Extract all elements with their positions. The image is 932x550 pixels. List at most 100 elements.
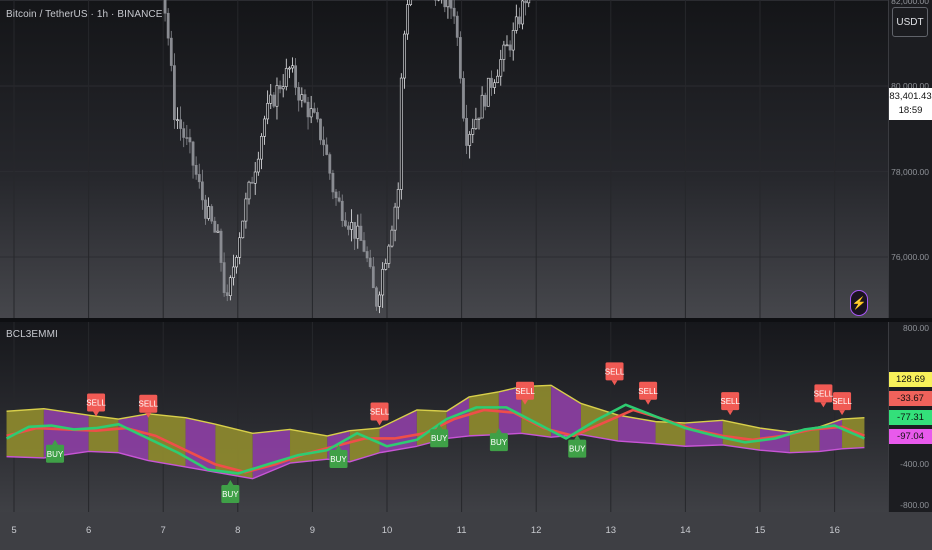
buy-signal[interactable]: BUY	[329, 444, 348, 468]
band-segment	[88, 415, 119, 453]
sell-signal[interactable]: SELL	[814, 384, 834, 408]
candle-body	[169, 37, 173, 66]
sell-signal[interactable]: SELL	[638, 381, 658, 405]
signal-pointer	[727, 410, 734, 416]
candle-body	[309, 108, 313, 118]
price-tick-label: 76,000.00	[891, 252, 929, 262]
band-segment	[551, 385, 581, 438]
sell-signal[interactable]: SELL	[515, 381, 535, 405]
signal-pointer	[820, 402, 827, 408]
buy-signal[interactable]: BUY	[221, 479, 240, 503]
candle-body	[406, 4, 409, 35]
current-price-label: 83,401.43 18:59	[889, 88, 932, 120]
band-segment	[819, 419, 843, 452]
candle-body	[508, 44, 512, 51]
buy-signal[interactable]: BUY	[430, 424, 449, 448]
signal-label: SELL	[814, 389, 834, 398]
candle-body	[490, 77, 493, 88]
price-chart-pane[interactable]: Bitcoin / TetherUS · 1h · BINANCE ⚡	[0, 0, 888, 318]
buy-signal[interactable]: BUY	[489, 428, 508, 452]
signal-pointer	[522, 399, 529, 405]
candle-body	[371, 266, 375, 289]
signal-pointer	[145, 412, 152, 418]
signal-box	[139, 394, 158, 413]
lightning-icon[interactable]: ⚡	[850, 290, 868, 316]
indicator-tick-label: 800.00	[903, 323, 929, 333]
signal-box	[721, 392, 740, 411]
candle-body	[381, 269, 385, 296]
candle-body	[527, 0, 531, 4]
candle-body	[197, 174, 201, 183]
time-axis[interactable]: 5 6 7 8 9 10 11 12 13 14 15 16	[0, 512, 932, 550]
candle-body	[219, 230, 223, 263]
candle-body	[238, 237, 242, 258]
price-tick-label: 78,000.00	[891, 166, 929, 177]
time-tick-label: 6	[85, 525, 92, 536]
signal-pointer	[227, 479, 234, 485]
sell-signal[interactable]: SELL	[832, 392, 852, 416]
signal-label: SELL	[370, 408, 390, 417]
candle-body	[334, 191, 338, 199]
candle-body	[518, 16, 521, 25]
candle-body	[256, 158, 260, 173]
bar-countdown: 18:59	[898, 105, 923, 116]
candle-body	[343, 220, 347, 227]
candle-body	[253, 171, 257, 184]
band-segment	[655, 421, 686, 447]
candle-body	[291, 65, 294, 69]
time-tick-label: 8	[235, 525, 241, 536]
candle-body	[396, 189, 400, 208]
candle-body	[172, 65, 176, 121]
candle-body	[471, 128, 475, 135]
candle-body	[477, 117, 481, 120]
sell-signal[interactable]: SELL	[138, 394, 159, 418]
price-chart-canvas[interactable]	[0, 0, 888, 318]
candle-body	[474, 119, 478, 129]
candle-body	[216, 230, 220, 233]
candle-body	[353, 222, 357, 239]
indicator-pane[interactable]: BUY SELL SELL BUY BUY SELL BUY BUY SELL BUY SELL SE…	[0, 322, 888, 512]
candle-body	[315, 112, 319, 120]
signal-label: SELL	[605, 367, 625, 376]
band-segment	[215, 424, 253, 479]
candle-body	[331, 172, 335, 193]
signal-pointer	[436, 424, 443, 430]
sell-signal[interactable]: SELL	[605, 362, 625, 386]
candle-body	[455, 15, 459, 38]
signal-label: SELL	[515, 387, 535, 396]
time-tick-label: 15	[754, 525, 766, 536]
sell-signal[interactable]: SELL	[86, 393, 106, 417]
sell-signal[interactable]: SELL	[720, 392, 740, 416]
signal-box	[370, 402, 389, 421]
signal-label: SELL	[138, 400, 158, 409]
signal-box	[46, 444, 65, 463]
candle-body	[359, 225, 363, 241]
candle-body	[163, 0, 167, 14]
pane-separator[interactable]	[0, 318, 932, 322]
candle-body	[449, 0, 453, 9]
current-price-value: 83,401.43	[889, 91, 932, 102]
candle-body	[443, 0, 447, 8]
candle-body	[306, 101, 310, 118]
candle-body	[272, 94, 276, 107]
candle-body	[409, 0, 413, 5]
indicator-title[interactable]: BCL3EMMI	[6, 329, 58, 340]
signal-pointer	[574, 434, 581, 440]
sell-signal[interactable]: SELL	[370, 402, 390, 426]
candle-body	[378, 294, 381, 307]
candle-body	[486, 77, 490, 107]
candle-body	[403, 33, 406, 79]
currency-button[interactable]: USDT	[892, 7, 928, 37]
signal-box	[516, 381, 535, 400]
price-tick-label: 80,000.00	[891, 81, 929, 91]
signal-label: SELL	[720, 397, 740, 406]
buy-signal[interactable]: BUY	[568, 434, 587, 458]
time-tick-label: 7	[160, 525, 166, 536]
price-scale[interactable]: 86,000.0084,000.0082,000.0080,000.0078,0…	[888, 0, 932, 348]
signal-box	[605, 362, 624, 381]
buy-signal[interactable]: BUY	[46, 439, 65, 463]
symbol-title[interactable]: Bitcoin / TetherUS · 1h · BINANCE	[6, 9, 163, 20]
candle-body	[502, 44, 506, 60]
